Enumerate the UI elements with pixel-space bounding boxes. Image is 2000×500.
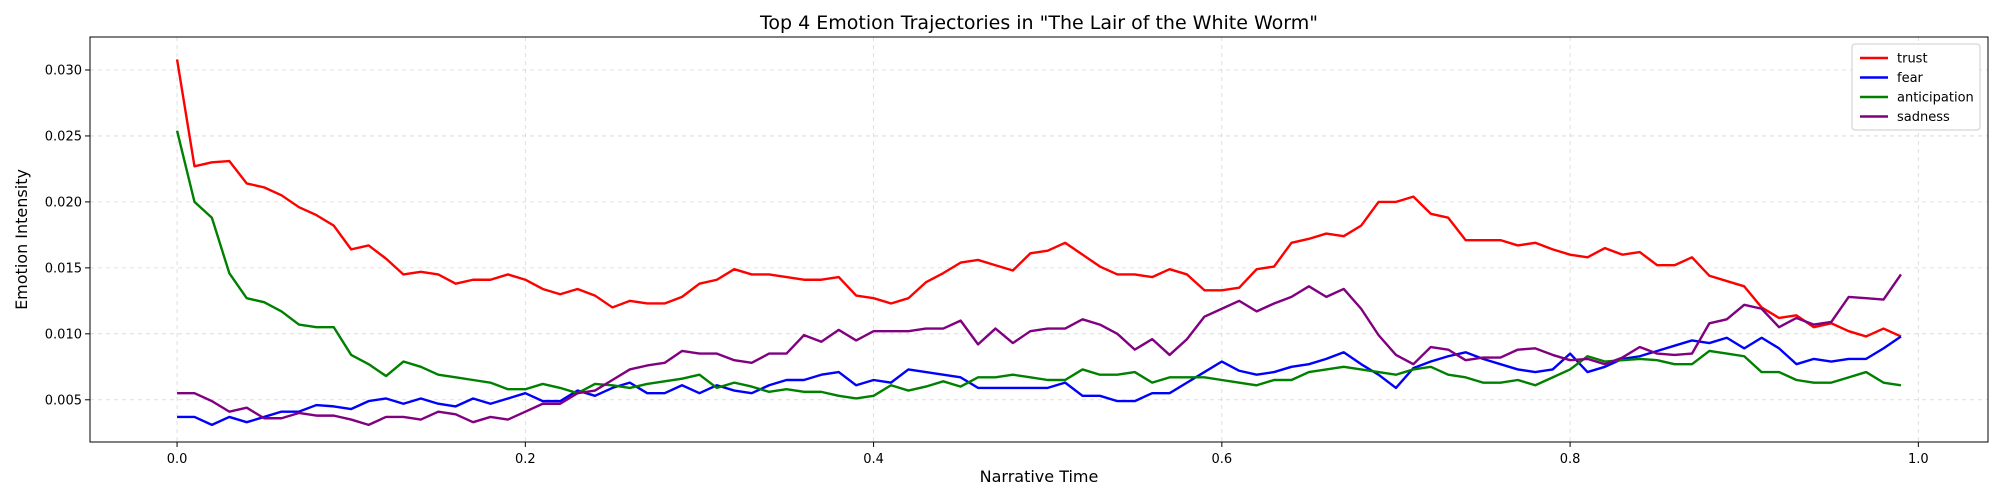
y-axis-title: Emotion Intensity	[12, 169, 31, 310]
x-tick-label: 0.4	[863, 452, 884, 467]
y-tick-label: 0.020	[45, 195, 82, 210]
legend-label-sadness: sadness	[1897, 110, 1950, 125]
legend-box	[1851, 43, 1981, 131]
y-tick-label: 0.015	[45, 261, 82, 276]
x-tick-label: 1.0	[1908, 452, 1929, 467]
y-tick-label: 0.030	[45, 63, 82, 78]
y-tick-label: 0.025	[45, 129, 82, 144]
x-tick-label: 0.6	[1211, 452, 1232, 467]
chart-title: Top 4 Emotion Trajectories in "The Lair …	[759, 12, 1318, 34]
series-line-sadness	[177, 273, 1902, 427]
x-tick-label: 0.2	[515, 452, 536, 467]
plot-frame	[89, 36, 1989, 443]
series-line-trust	[175, 59, 1902, 338]
x-axis: 0.0 0.2 0.4 0.6 0.8 1.0	[167, 442, 1929, 467]
legend-label-fear: fear	[1897, 71, 1924, 86]
y-axis: 0.005 0.010 0.015 0.020 0.025 0.030	[45, 63, 90, 408]
y-tick-label: 0.010	[45, 327, 82, 342]
y-tick-label: 0.005	[45, 393, 82, 408]
x-tick-label: 0.8	[1560, 452, 1581, 467]
legend: trust fear anticipation sadness	[1851, 43, 1981, 131]
series-line-fear	[177, 335, 1902, 427]
legend-label-anticipation: anticipation	[1897, 91, 1974, 106]
series-lines	[175, 59, 1902, 427]
legend-label-trust: trust	[1897, 52, 1928, 67]
x-axis-title: Narrative Time	[980, 467, 1099, 486]
x-tick-label: 0.0	[167, 452, 188, 467]
